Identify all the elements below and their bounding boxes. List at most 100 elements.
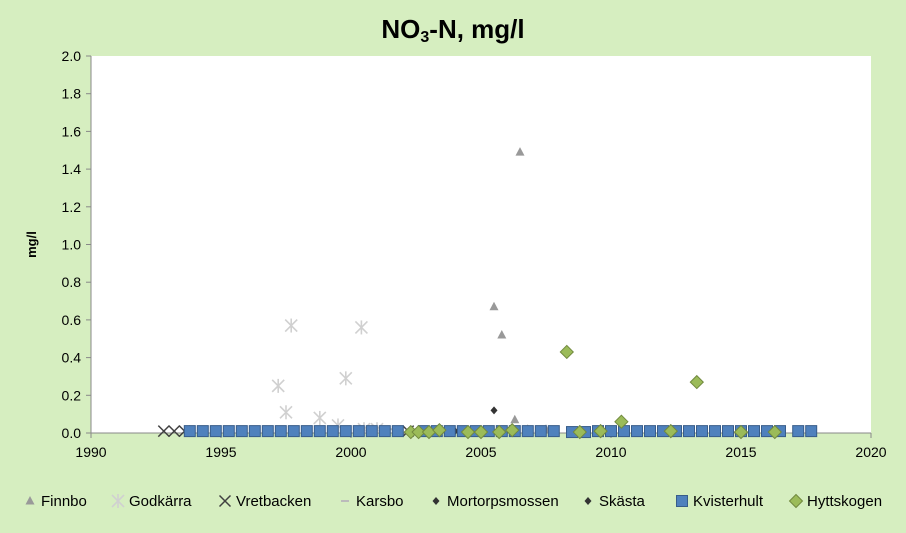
- data-point-kvisterhult: [209, 425, 222, 438]
- data-point-kvisterhult: [709, 425, 721, 438]
- data-point-hyttskogen: [663, 423, 679, 439]
- legend-item-karsbo: Karsbo: [341, 493, 404, 510]
- x-tick-label: 1995: [205, 444, 236, 460]
- data-point-vretbacken: [157, 425, 170, 438]
- data-point-hyttskogen: [491, 424, 507, 440]
- y-tick-label: 1.2: [62, 199, 82, 215]
- legend-item-kvisterhult: Kvisterhult: [676, 493, 764, 510]
- legend-marker: [432, 497, 440, 505]
- data-point-kvisterhult: [352, 425, 365, 438]
- y-tick-label: 0.2: [62, 387, 82, 403]
- legend-marker: [584, 497, 592, 505]
- data-point-hyttskogen: [593, 423, 608, 439]
- data-point-kvisterhult: [748, 425, 760, 438]
- plot-area: [91, 56, 871, 433]
- y-tick-label: 1.6: [62, 123, 82, 139]
- data-point-kvisterhult: [183, 425, 196, 438]
- data-point-kvisterhult: [326, 425, 339, 438]
- legend-marker: [25, 496, 35, 505]
- legend-marker: [788, 493, 804, 509]
- data-point-kvisterhult: [313, 425, 326, 438]
- x-tick-label: 1990: [75, 444, 106, 460]
- data-point-godk-rra: [271, 378, 285, 393]
- series-hyttskogen: [403, 344, 783, 440]
- data-point-hyttskogen: [572, 424, 588, 440]
- data-point-kvisterhult: [287, 425, 300, 438]
- data-point-kvisterhult: [274, 425, 287, 438]
- data-point-finnbo: [510, 414, 520, 424]
- data-point-hyttskogen: [504, 422, 520, 438]
- legend-label: Vretbacken: [236, 493, 311, 510]
- y-tick-label: 1.4: [62, 161, 82, 177]
- legend-marker: [111, 494, 125, 508]
- y-tick-label: 1.8: [62, 86, 82, 102]
- x-tick-label: 2020: [855, 444, 886, 460]
- data-point-kvisterhult: [792, 425, 805, 438]
- chart-title: NO3-N, mg/l: [381, 14, 525, 46]
- data-point-kvisterhult: [805, 425, 818, 438]
- legend-item-finnbo: Finnbo: [25, 493, 87, 510]
- data-point-kvisterhult: [365, 425, 378, 438]
- data-point-hyttskogen: [689, 374, 705, 390]
- data-point-kvisterhult: [261, 425, 274, 438]
- data-point-kvisterhult: [248, 425, 261, 438]
- y-tick-label: 0.6: [62, 312, 82, 328]
- x-tick-label: 2000: [335, 444, 366, 460]
- legend-label: Godkärra: [129, 493, 192, 510]
- legend-item-godk-rra: Godkärra: [111, 493, 192, 510]
- data-point-kvisterhult: [722, 425, 734, 438]
- data-point-godk-rra: [279, 405, 293, 420]
- y-tick-label: 2.0: [62, 48, 82, 64]
- legend-label: Hyttskogen: [807, 493, 882, 510]
- data-point-finnbo: [515, 147, 525, 156]
- data-point-vretbacken: [168, 425, 181, 438]
- data-point-kvisterhult: [534, 425, 547, 438]
- y-axis-label: mg/l: [24, 231, 39, 258]
- y-tick-label: 1.0: [62, 237, 82, 253]
- legend-label: Finnbo: [41, 493, 87, 510]
- data-point-kvisterhult: [521, 425, 534, 438]
- data-point-kvisterhult: [696, 425, 708, 438]
- x-tick-label: 2010: [595, 444, 626, 460]
- legend-label: Karsbo: [356, 493, 404, 510]
- x-tick-label: 2015: [725, 444, 756, 460]
- legend-marker: [676, 495, 688, 507]
- data-point-hyttskogen: [614, 414, 629, 429]
- data-point-kvisterhult: [378, 425, 391, 438]
- data-point-sk-sta: [490, 406, 498, 415]
- data-point-hyttskogen: [432, 422, 447, 438]
- data-point-hyttskogen: [733, 424, 749, 440]
- data-point-godk-rra: [284, 318, 298, 333]
- data-point-kvisterhult: [391, 425, 404, 438]
- data-point-kvisterhult: [196, 425, 209, 438]
- data-point-hyttskogen: [767, 424, 783, 440]
- data-point-kvisterhult: [631, 425, 643, 438]
- data-point-kvisterhult: [644, 425, 656, 438]
- data-point-finnbo: [489, 301, 499, 311]
- legend-item-vretbacken: Vretbacken: [218, 493, 311, 510]
- legend-item-hyttskogen: Hyttskogen: [788, 493, 882, 510]
- data-point-kvisterhult: [222, 425, 235, 438]
- legend-label: Kvisterhult: [693, 493, 764, 510]
- data-point-kvisterhult: [443, 425, 456, 438]
- y-tick-label: 0.8: [62, 274, 82, 290]
- data-point-finnbo: [497, 329, 507, 339]
- legend-marker: [218, 494, 232, 508]
- x-tick-label: 2005: [465, 444, 496, 460]
- legend-item-sk-sta: Skästa: [584, 493, 646, 510]
- data-point-hyttskogen: [411, 424, 426, 440]
- data-point-kvisterhult: [683, 425, 695, 438]
- data-point-godk-rra: [313, 410, 327, 425]
- data-point-godk-rra: [339, 371, 353, 386]
- data-point-kvisterhult: [547, 425, 560, 438]
- data-point-hyttskogen: [473, 424, 489, 440]
- data-point-kvisterhult: [300, 425, 313, 438]
- data-point-hyttskogen: [460, 424, 476, 440]
- legend-label: Mortorpsmossen: [447, 493, 559, 510]
- data-point-godk-rra: [354, 320, 368, 335]
- data-point-hyttskogen: [559, 344, 575, 360]
- data-point-kvisterhult: [235, 425, 248, 438]
- legend-item-mortorpsmossen: Mortorpsmossen: [432, 493, 559, 510]
